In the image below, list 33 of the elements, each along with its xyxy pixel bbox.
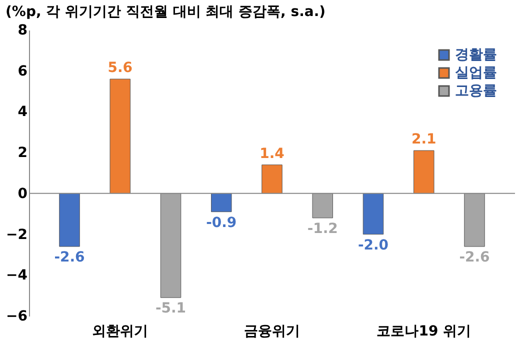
y-tick-label: 0 <box>18 186 28 202</box>
legend-label: 고용률 <box>455 83 497 99</box>
chart-title: (%p, 각 위기기간 직전월 대비 최대 증감폭, s.a.) <box>6 4 326 20</box>
data-label: -1.2 <box>307 220 338 237</box>
bar <box>160 193 182 298</box>
bar <box>464 193 485 247</box>
y-tick-label: −6 <box>6 308 28 324</box>
data-label: -5.1 <box>155 300 186 317</box>
bar <box>362 193 384 235</box>
y-tick-label: 6 <box>18 63 28 80</box>
y-tick-label: 2 <box>18 145 28 162</box>
data-label: 5.6 <box>108 60 133 76</box>
data-label: -2.6 <box>54 250 85 266</box>
y-tick-label: −4 <box>6 268 28 284</box>
data-label: -0.9 <box>206 214 237 231</box>
legend-label: 경활률 <box>455 47 497 63</box>
y-tick-label: 4 <box>18 104 28 120</box>
data-label: -2.0 <box>358 237 389 254</box>
bar <box>414 150 434 194</box>
data-label: -2.6 <box>459 250 490 266</box>
data-label: 2.1 <box>411 132 436 148</box>
bar <box>211 193 232 212</box>
x-tick-label: 금융위기 <box>244 324 300 340</box>
x-tick-label: 외환위기 <box>92 324 148 340</box>
y-tick-label: 8 <box>18 22 28 38</box>
y-tick-label: −2 <box>6 226 28 243</box>
bar <box>312 193 333 218</box>
legend-label: 실업률 <box>455 65 497 81</box>
bar <box>262 164 282 194</box>
bar <box>110 78 130 194</box>
x-tick-label: 코로나19 위기 <box>376 324 472 340</box>
bar <box>59 193 80 247</box>
data-label: 1.4 <box>260 146 285 162</box>
